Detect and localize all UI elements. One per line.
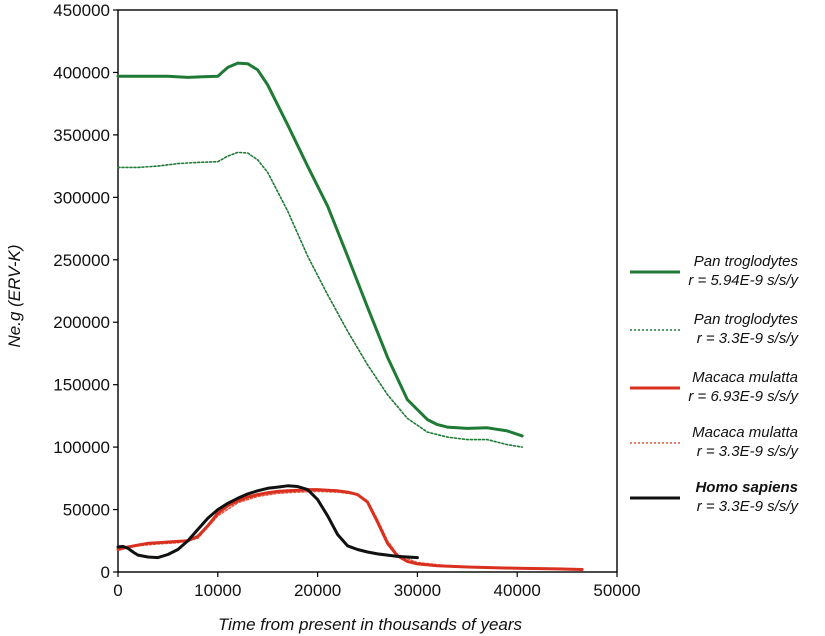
y-axis-title: Ne.g (ERV-K) [5,245,24,348]
x-axis-title: Time from present in thousands of years [218,615,523,634]
legend-series-name: Pan troglodytes [694,253,799,270]
series-line-pan-troglodytes-dotted [117,151,524,448]
y-tick-label: 150000 [53,376,110,395]
y-tick-label: 450000 [53,1,110,20]
y-tick-label: 300000 [53,188,110,207]
x-tick-label: 20000 [294,581,341,600]
series-line-homo-sapiens-solid [116,484,419,560]
x-tick-label: 0 [113,581,122,600]
legend-series-rate: r = 3.3E-9 s/s/y [697,498,800,515]
chart-tick-labels: 0 10000 20000 30000 40000 50000 0 50000 100000 15… [53,1,640,600]
series-line-macaca-mulatta-solid [116,488,584,571]
legend-series-rate: r = 5.94E-9 s/s/y [688,272,799,289]
chart-legend: Pan troglodytes r = 5.94E-9 s/s/y Pan trog… [630,253,799,515]
legend-series-name: Homo sapiens [695,479,798,496]
legend-series-rate: r = 3.3E-9 s/s/y [697,443,800,460]
legend-series-rate: r = 6.93E-9 s/s/y [688,388,799,405]
plot-frame [117,9,618,573]
series-line-pan-troglodytes-solid [116,61,524,438]
x-tick-label: 50000 [593,581,640,600]
y-tick-label: 100000 [53,438,110,457]
y-tick-label: 350000 [53,126,110,145]
y-tick-label: 400000 [53,63,110,82]
legend-series-name: Pan troglodytes [694,311,799,328]
legend-series-name: Macaca mulatta [692,424,798,441]
y-tick-label: 250000 [53,251,110,270]
y-tick-label: 200000 [53,313,110,332]
legend-series-name: Macaca mulatta [692,369,798,386]
x-tick-label: 10000 [194,581,241,600]
legend-series-rate: r = 3.3E-9 s/s/y [697,330,800,347]
y-tick-label: 0 [101,563,110,582]
y-tick-label: 50000 [63,501,110,520]
x-tick-label: 40000 [494,581,541,600]
chart-series-lines [116,61,584,571]
x-tick-label: 30000 [394,581,441,600]
series-line-macaca-mulatta-dotted [117,490,479,568]
chart-axes [113,9,618,577]
